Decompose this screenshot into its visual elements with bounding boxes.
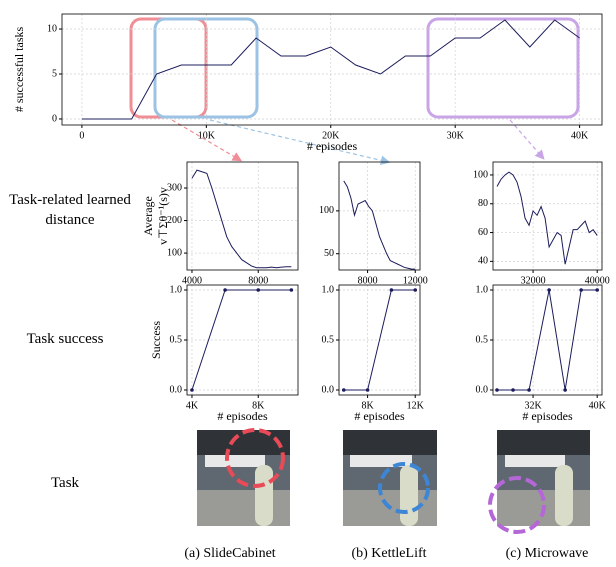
x-tick-label: 4K (186, 400, 199, 411)
data-point (495, 388, 499, 392)
data-point (563, 388, 567, 392)
y-tick-label: 10 (47, 23, 57, 34)
row-label: Task (50, 475, 80, 491)
highlight-box (426, 17, 580, 119)
x-tick-label: 40K (589, 400, 607, 411)
data-line (81, 19, 580, 120)
task-image (488, 430, 590, 534)
x-axis-label: # episodes (217, 409, 268, 423)
data-point (223, 288, 227, 292)
y-tick-label: 0.5 (476, 334, 489, 345)
y-tick-label: 1.0 (170, 284, 183, 295)
data-point (365, 388, 370, 392)
caption: (b) KettleLift (351, 546, 426, 561)
data-point (190, 388, 194, 392)
y-tick-label: 50 (324, 248, 334, 259)
plot-frame (338, 284, 421, 396)
y-tick-label: 0.0 (322, 384, 335, 395)
caption: (a) SlideCabinet (184, 546, 275, 561)
data-line (343, 289, 416, 391)
data-point (341, 388, 346, 392)
data-point (595, 288, 599, 292)
x-tick-label: 32K (524, 400, 542, 411)
plot-frame (338, 161, 421, 271)
y-axis-label: # successful tasks (12, 27, 26, 113)
plot-frame (492, 161, 603, 271)
y-axis-label: Average (141, 196, 155, 236)
x-axis-label: # episodes (522, 409, 573, 423)
y-tick-label: 0.5 (170, 334, 183, 345)
y-tick-label: 0.5 (322, 334, 335, 345)
highlight-box (129, 17, 208, 119)
data-point (256, 288, 261, 292)
y-tick-label: 0 (52, 113, 57, 124)
y-tick-label: 0.0 (170, 384, 183, 395)
x-tick-label: 30K (447, 130, 465, 141)
plot-frame (61, 13, 603, 126)
y-tick-label: 1.0 (322, 284, 335, 295)
data-point (413, 288, 418, 292)
y-tick-label: 5 (52, 68, 57, 79)
arrow (171, 119, 243, 162)
x-tick-label: 32000 (521, 275, 546, 286)
task-image (197, 428, 290, 526)
y-tick-label: 300 (167, 182, 182, 193)
x-tick-label: 40000 (585, 275, 610, 286)
data-line (191, 169, 292, 269)
x-tick-label: 40K (571, 130, 589, 141)
x-tick-label: 10K (198, 130, 216, 141)
x-tick-label: 8K (252, 400, 265, 411)
data-line (191, 289, 292, 391)
y-tick-label: 100 (319, 205, 334, 216)
plot-frame (186, 161, 299, 271)
plot-frame (492, 284, 603, 396)
task-image (343, 430, 437, 526)
y-tick-label: 100 (473, 169, 488, 180)
x-tick-label: 12000 (403, 275, 428, 286)
y-tick-label: 40 (478, 256, 488, 267)
y-tick-label: 80 (478, 198, 488, 209)
data-point (527, 388, 531, 392)
data-line (343, 180, 416, 270)
caption: (c) Microwave (506, 546, 589, 561)
y-axis-label: Success (149, 321, 163, 359)
data-point (289, 288, 294, 292)
y-axis-label: v⊤Σθ⁻¹(s)v (156, 187, 170, 245)
y-tick-label: 0.0 (476, 384, 489, 395)
x-tick-label: 8000 (248, 275, 268, 286)
data-point (579, 288, 583, 292)
row-label: Task success (26, 331, 104, 347)
y-tick-label: 100 (167, 247, 182, 258)
plot-frame (186, 284, 299, 396)
arrow (209, 119, 391, 166)
arrow (509, 119, 545, 160)
y-tick-label: 60 (478, 227, 488, 238)
x-tick-label: 8000 (358, 275, 378, 286)
data-point (511, 388, 515, 392)
data-point (389, 288, 394, 292)
x-tick-label: 12K (407, 400, 425, 411)
x-tick-label: 8K (361, 400, 374, 411)
data-point (547, 288, 551, 292)
x-tick-label: 20K (322, 130, 340, 141)
x-tick-label: 4000 (182, 275, 202, 286)
y-tick-label: 1.0 (476, 284, 489, 295)
y-tick-label: 200 (167, 215, 182, 226)
row-label: Task-related learned distance (9, 192, 131, 228)
x-axis-label: # episodes (307, 139, 358, 153)
data-line (496, 171, 598, 265)
x-tick-label: 0 (79, 130, 84, 141)
x-axis-label: # episodes (354, 409, 405, 423)
